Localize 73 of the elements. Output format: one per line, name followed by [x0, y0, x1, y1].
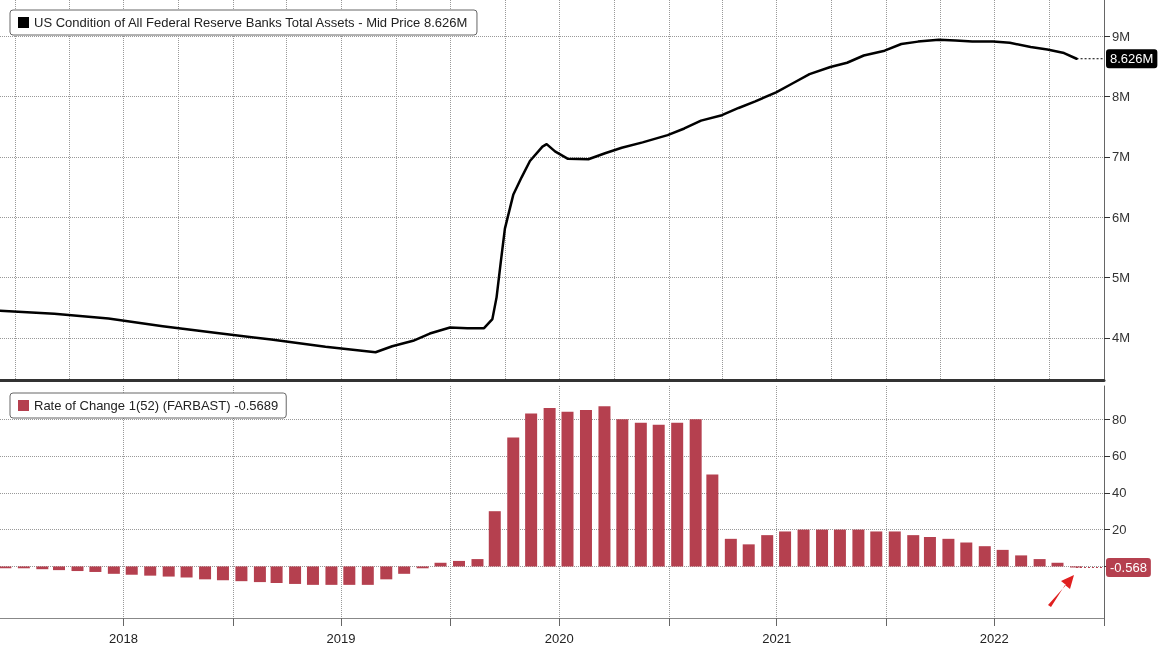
bar: [543, 408, 556, 567]
bar: [253, 566, 266, 583]
bar: [1033, 559, 1046, 567]
y-tick-label: 80: [1112, 411, 1127, 427]
bar: [453, 560, 466, 567]
bar: [996, 549, 1009, 567]
bar: [761, 535, 774, 567]
bar: [107, 566, 120, 574]
bar: [144, 566, 157, 576]
bar: [507, 437, 520, 567]
bar: [199, 566, 212, 580]
bar: [561, 411, 574, 567]
bar: [833, 529, 846, 567]
annotation: -0.568: [1110, 559, 1147, 575]
bar: [907, 535, 920, 567]
bar: [742, 544, 755, 567]
bar: [180, 566, 193, 578]
x-tick-label: 2021: [762, 631, 792, 646]
bar: [398, 566, 411, 574]
bar: [306, 566, 319, 585]
bar: [361, 566, 374, 585]
bar: [852, 529, 865, 567]
y-tick-label: 6M: [1112, 209, 1131, 225]
x-tick-label: 2020: [544, 631, 574, 646]
bar: [779, 531, 792, 567]
x-tick-label: 2018: [108, 631, 138, 646]
bar: [488, 511, 501, 567]
bar: [343, 566, 356, 585]
bar: [1015, 555, 1028, 567]
bar: [960, 542, 973, 567]
bar: [125, 566, 138, 575]
bar: [634, 422, 647, 567]
bar: [325, 566, 338, 585]
bar: [978, 546, 991, 567]
bar: [289, 566, 302, 584]
bar: [525, 413, 538, 567]
annotation: 8.626M: [1110, 51, 1154, 67]
y-tick-label: 40: [1112, 485, 1127, 501]
bar: [270, 566, 283, 584]
bar: [380, 566, 393, 580]
y-tick-label: 7M: [1112, 149, 1131, 165]
y-tick-label: 5M: [1112, 269, 1131, 285]
y-tick-label: 4M: [1112, 330, 1131, 346]
legend-label: Rate of Change 1(52) (FARBAST) -0.5689: [34, 398, 279, 413]
legend-label: US Condition of All Federal Reserve Banks Total Assets - Mid Price 8.626M: [34, 15, 468, 30]
bar: [71, 566, 84, 572]
y-tick-label: 9M: [1112, 28, 1131, 44]
bar: [162, 566, 175, 577]
bar: [471, 559, 484, 567]
y-tick-label: 60: [1112, 448, 1127, 464]
bar: [689, 419, 702, 567]
bar: [598, 406, 611, 567]
bar: [216, 566, 229, 581]
bar: [870, 531, 883, 567]
bar: [53, 566, 66, 571]
bar: [923, 536, 936, 567]
bar: [888, 531, 901, 567]
bar: [942, 538, 955, 567]
bar: [616, 419, 629, 567]
bar: [652, 424, 665, 567]
bar: [235, 566, 248, 582]
bar: [671, 422, 684, 567]
bar: [816, 529, 829, 567]
bar: [36, 566, 49, 570]
bar: [89, 566, 102, 572]
bar: [579, 409, 592, 567]
x-tick-label: 2022: [979, 631, 1009, 646]
x-tick-label: 2019: [326, 631, 356, 646]
bar: [724, 538, 737, 567]
y-tick-label: 8M: [1112, 89, 1131, 105]
bar: [797, 529, 810, 567]
bar: [706, 474, 719, 567]
y-tick-label: 20: [1112, 522, 1127, 538]
